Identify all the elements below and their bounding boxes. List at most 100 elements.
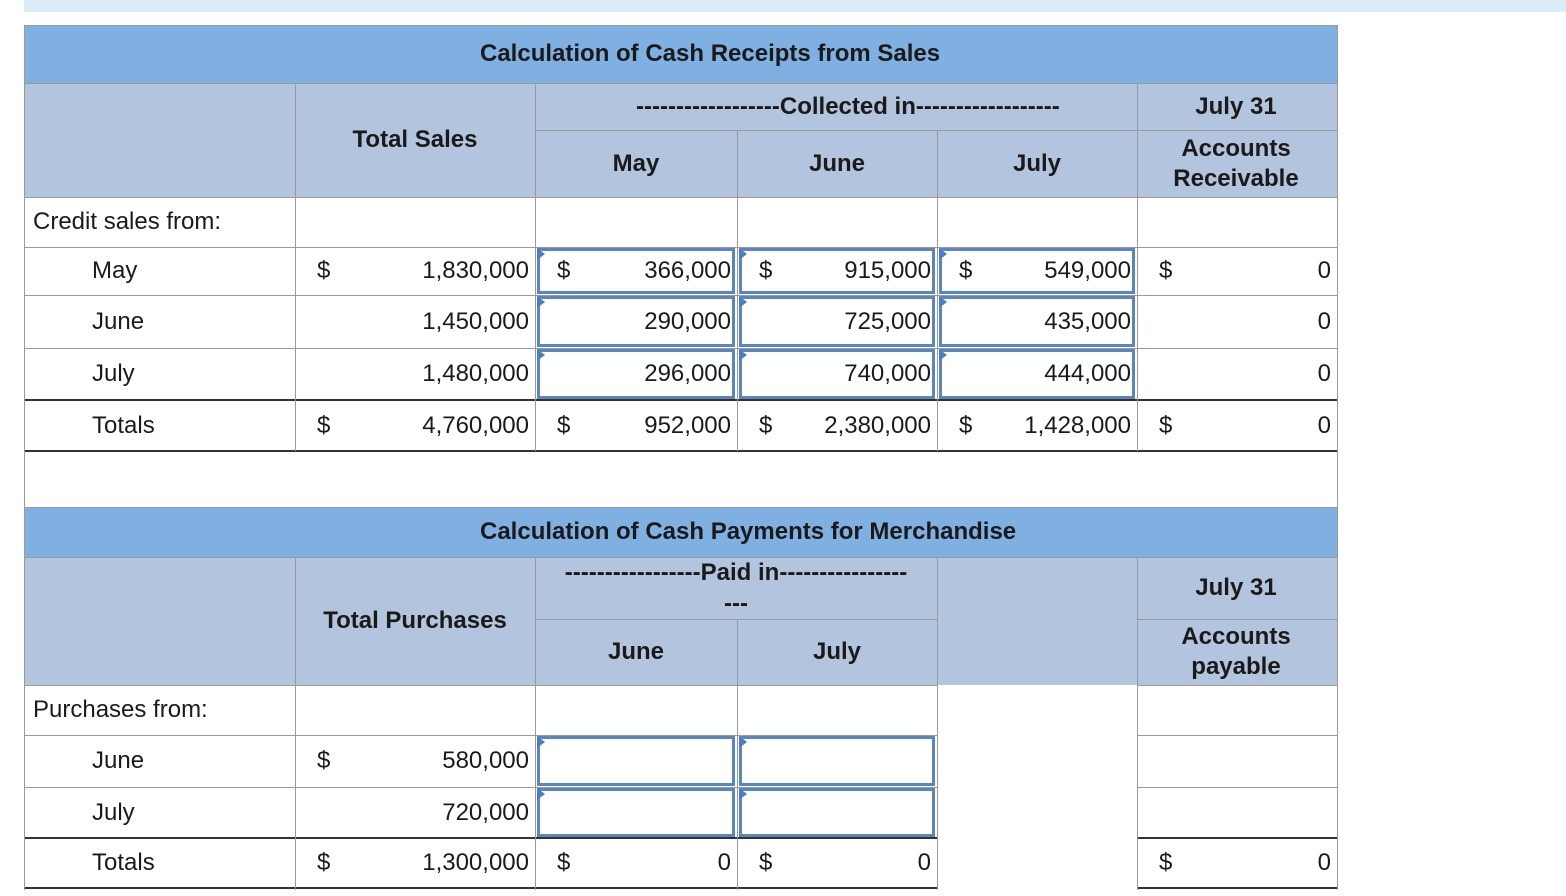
amount: 580,000 xyxy=(442,747,529,774)
header-row xyxy=(24,83,1337,197)
table-title: Calculation of Cash Receipts from Sales xyxy=(480,40,941,67)
title-row xyxy=(24,25,1337,83)
grid-line xyxy=(1336,557,1338,685)
input-marker xyxy=(739,349,747,361)
input-box[interactable] xyxy=(739,788,935,837)
grid-line xyxy=(1136,83,1138,197)
input-marker xyxy=(939,296,947,308)
grid-line xyxy=(1336,197,1338,451)
grid-line xyxy=(23,507,25,557)
input-box[interactable] xyxy=(537,248,735,294)
input-box[interactable] xyxy=(537,349,735,399)
amount: 0 xyxy=(1317,849,1331,876)
amount: 435,000 xyxy=(1044,307,1131,335)
amount: 1,450,000 xyxy=(422,307,529,335)
input-box[interactable] xyxy=(739,248,935,294)
column-header: May xyxy=(612,150,660,177)
grid-line xyxy=(736,619,738,685)
grid-line xyxy=(936,685,938,890)
grid-line xyxy=(1336,685,1338,890)
grid-line xyxy=(24,82,1337,84)
grid-line xyxy=(1137,618,1337,620)
grid-line xyxy=(1336,507,1338,557)
header-row xyxy=(24,557,1337,685)
amount: 290,000 xyxy=(644,307,731,335)
row-label: Totals xyxy=(92,411,155,439)
currency: $ xyxy=(317,747,331,774)
input-box[interactable] xyxy=(537,296,735,347)
currency: $ xyxy=(317,411,331,439)
grid-line xyxy=(1136,685,1138,890)
input-marker xyxy=(537,296,545,308)
input-marker xyxy=(739,736,747,748)
input-box[interactable] xyxy=(739,349,935,399)
currency: $ xyxy=(317,849,331,876)
input-box[interactable] xyxy=(537,788,735,837)
grid-line xyxy=(1137,837,1337,839)
currency: $ xyxy=(1159,849,1173,876)
input-box[interactable] xyxy=(939,349,1135,399)
grid-line xyxy=(24,347,1337,349)
amount: 0 xyxy=(1317,257,1331,284)
amount: 0 xyxy=(1317,411,1331,439)
input-box[interactable] xyxy=(739,736,935,786)
grid-line xyxy=(24,294,1337,296)
currency: $ xyxy=(557,257,571,284)
currency: $ xyxy=(1159,411,1173,439)
input-box[interactable] xyxy=(939,248,1135,294)
grid-line xyxy=(534,685,536,890)
amount: 2,380,000 xyxy=(824,411,931,439)
column-group-header: --- xyxy=(724,590,748,617)
grid-line xyxy=(23,451,25,507)
grid-line xyxy=(1136,557,1138,685)
amount: 740,000 xyxy=(844,360,931,387)
amount: 720,000 xyxy=(442,798,529,826)
grid-line xyxy=(936,197,938,451)
column-header: July 31 xyxy=(1195,93,1277,120)
input-marker xyxy=(537,736,545,748)
grid-line xyxy=(24,196,1337,198)
amount: 4,760,000 xyxy=(422,411,529,439)
input-marker xyxy=(739,248,747,260)
section-label: Credit sales from: xyxy=(33,208,222,235)
input-marker xyxy=(537,248,545,260)
amount: 1,830,000 xyxy=(422,257,529,284)
input-marker xyxy=(939,248,947,260)
input-marker xyxy=(537,788,545,800)
column-header: Accounts payable xyxy=(1181,623,1291,680)
input-box[interactable] xyxy=(939,296,1135,347)
grid-line xyxy=(736,685,738,890)
amount: 0 xyxy=(1317,360,1331,387)
grid-line xyxy=(24,887,937,889)
currency: $ xyxy=(557,849,571,876)
currency: $ xyxy=(759,411,773,439)
column-header: Total Purchases xyxy=(323,607,507,634)
grid-line xyxy=(294,557,296,685)
amount: 952,000 xyxy=(644,411,731,439)
column-header: Accounts Receivable xyxy=(1173,135,1299,192)
input-box[interactable] xyxy=(739,296,935,347)
amount: 0 xyxy=(1317,307,1331,335)
grid-line xyxy=(23,25,25,83)
currency: $ xyxy=(317,257,331,284)
grid-line xyxy=(535,129,1337,131)
grid-line xyxy=(24,506,1337,508)
currency: $ xyxy=(959,257,973,284)
amount: 725,000 xyxy=(844,307,931,335)
column-group-header: ------------------Collected in----------… xyxy=(636,93,1060,120)
amount: 549,000 xyxy=(1044,257,1131,284)
grid-line xyxy=(534,83,536,197)
grid-line xyxy=(24,734,937,736)
input-marker xyxy=(739,788,747,800)
grid-line xyxy=(23,197,25,451)
section-label: Purchases from: xyxy=(33,696,208,723)
column-header: June xyxy=(808,150,865,177)
grid-line xyxy=(1137,734,1337,736)
grid-line xyxy=(24,837,937,839)
input-box[interactable] xyxy=(537,736,735,786)
column-header: June xyxy=(607,638,664,665)
row-label: July xyxy=(92,360,135,387)
grid-line xyxy=(24,399,1337,401)
grid-line xyxy=(1137,684,1337,686)
